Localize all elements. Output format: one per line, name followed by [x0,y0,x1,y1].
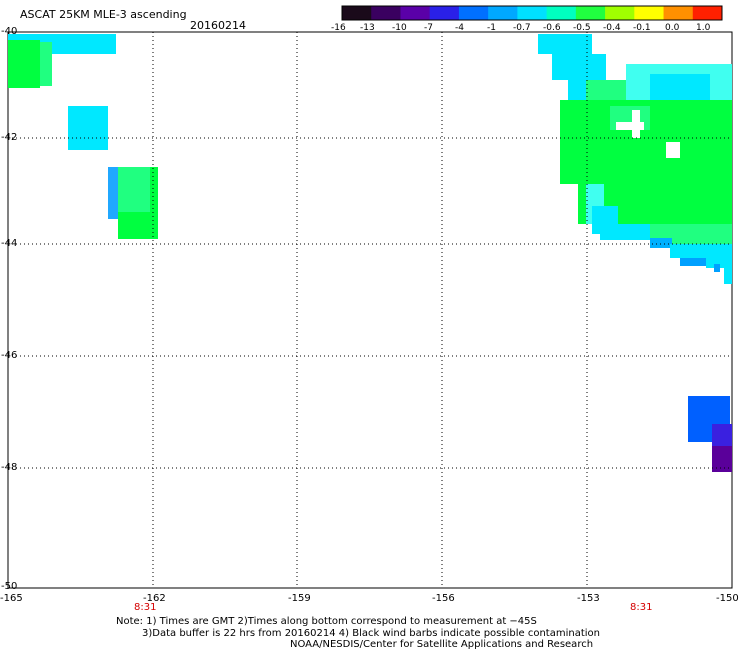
colorbar-swatch [517,6,548,20]
colorbar [342,6,723,20]
colorbar-swatch [458,6,489,20]
colorbar-tick: -0.6 [543,23,561,33]
data-cell [586,80,626,100]
colorbar-swatch [605,6,635,20]
colorbar-tick: -0.5 [573,23,591,33]
data-cell [68,106,108,150]
wind-data-layer [8,34,732,472]
data-cell [118,167,156,213]
lat-label: -48 [1,462,18,473]
data-cell [600,224,650,240]
lon-label: -159 [288,593,311,604]
colorbar-tick: -0.7 [513,23,531,33]
lon-label: -150 [716,593,739,604]
data-cell [118,212,154,239]
note-line-2: 3)Data buffer is 22 hrs from 20160214 4)… [142,628,600,639]
data-cell [54,34,116,54]
data-cell [724,264,732,284]
data-cell [150,167,158,239]
colorbar-tick: -16 [331,23,346,33]
data-cell [712,424,732,448]
colorbar-tick: -0.1 [633,23,651,33]
lat-label: -40 [1,26,18,37]
colorbar-swatch [488,6,518,20]
colorbar-swatch [663,6,694,20]
lat-label: -44 [1,238,18,249]
lon-label: -162 [143,593,166,604]
graticule [8,32,732,588]
colorbar-swatch [575,6,606,20]
colorbar-tick: -4 [455,23,464,33]
colorbar-tick: -0.4 [603,23,621,33]
lat-label: -46 [1,350,18,361]
colorbar-swatch [634,6,665,20]
colorbar-swatch [400,6,431,20]
data-cell [650,238,672,248]
data-cell [40,42,52,86]
colorbar-swatch [429,6,460,20]
data-cell [8,40,40,88]
map-date: 20160214 [190,19,246,32]
lon-label: -153 [577,593,600,604]
colorbar-swatch [546,6,577,20]
time-label: 8:31 [630,602,653,613]
plot-frame [7,31,733,589]
colorbar-tick: -7 [424,23,433,33]
data-gap [616,122,644,130]
colorbar-swatch [371,6,401,20]
colorbar-swatch [692,6,723,20]
data-cell [568,80,586,100]
note-line-1: Note: 1) Times are GMT 2)Times along bot… [116,616,537,627]
map-title: ASCAT 25KM MLE-3 ascending [20,8,187,21]
data-gap [632,110,640,138]
lon-label: -165 [0,593,23,604]
colorbar-frame [341,5,723,21]
note-line-3: NOAA/NESDIS/Center for Satellite Applica… [290,639,594,650]
data-cell [108,167,118,219]
colorbar-tick: 0.0 [665,23,680,33]
lon-label: -156 [432,593,455,604]
data-cell [680,258,706,266]
time-label: 8:31 [134,602,157,613]
data-gap [666,142,680,158]
data-cell [538,34,592,54]
data-cell [712,446,732,472]
data-cell [670,244,732,258]
colorbar-swatch [342,6,372,20]
colorbar-tick: -13 [360,23,375,33]
colorbar-tick: -1 [487,23,496,33]
data-cell [714,264,720,272]
lat-label: -42 [1,132,18,143]
data-cell [552,54,606,80]
lat-label: -50 [1,581,18,592]
colorbar-tick: 1.0 [696,23,711,33]
colorbar-tick: -10 [392,23,407,33]
